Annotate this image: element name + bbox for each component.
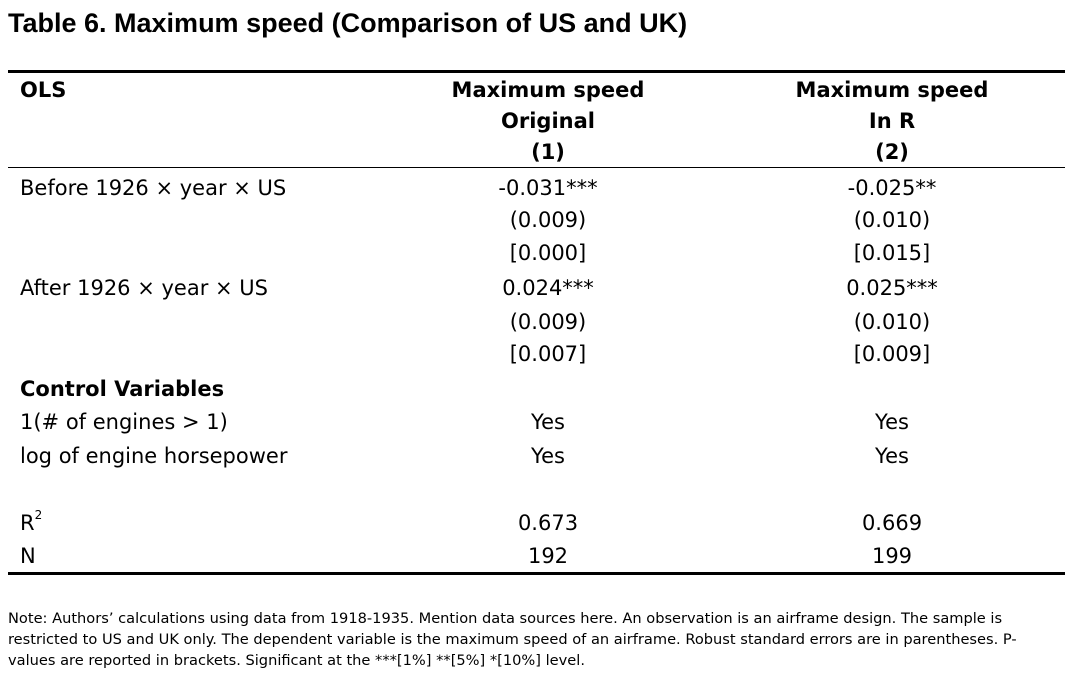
header-stub: OLS	[20, 78, 67, 102]
r2-value-col1: 0.673	[517, 511, 579, 535]
n-value-col1: 192	[527, 544, 569, 568]
control-value-col1: Yes	[531, 444, 565, 468]
col1-header-line3: (1)	[531, 140, 565, 164]
r2-label: R2	[20, 507, 42, 539]
top-rule	[8, 70, 1065, 73]
row-value-col2: 0.025***	[846, 276, 938, 300]
n-value-col2: 199	[871, 544, 913, 568]
controls-heading: Control Variables	[20, 377, 225, 401]
row-label: After 1926 × year × US	[20, 276, 268, 300]
col2-header-line1: Maximum speed	[795, 78, 989, 102]
row-label: Before 1926 × year × US	[20, 176, 287, 200]
row-se-col2: (0.010)	[853, 310, 931, 334]
row-pvalue-col2: [0.009]	[853, 342, 931, 366]
r2-label-text: R	[20, 511, 35, 535]
r2-value-col2: 0.669	[861, 511, 923, 535]
table-note: Note: Authors’ calculations using data f…	[8, 610, 1017, 669]
control-value-col1: Yes	[531, 410, 565, 434]
row-se-col1: (0.009)	[509, 208, 587, 232]
row-value-col2: -0.025**	[847, 176, 937, 200]
row-pvalue-col1: [0.000]	[509, 241, 587, 265]
control-label: 1(# of engines > 1)	[20, 410, 228, 434]
col2-header-line2: In R	[868, 109, 916, 133]
row-value-col1: 0.024***	[502, 276, 594, 300]
control-value-col2: Yes	[875, 410, 909, 434]
row-se-col1: (0.009)	[509, 310, 587, 334]
control-label: log of engine horsepower	[20, 444, 288, 468]
r2-superscript: 2	[34, 508, 43, 522]
control-value-col2: Yes	[875, 444, 909, 468]
row-value-col1: -0.031***	[498, 176, 598, 200]
row-se-col2: (0.010)	[853, 208, 931, 232]
table-title: Table 6. Maximum speed (Comparison of US…	[8, 8, 688, 38]
header-rule	[8, 167, 1065, 168]
n-label: N	[20, 544, 36, 568]
row-pvalue-col2: [0.015]	[853, 241, 931, 265]
bottom-rule	[8, 572, 1065, 575]
row-pvalue-col1: [0.007]	[509, 342, 587, 366]
col2-header-line3: (2)	[875, 140, 909, 164]
col1-header-line2: Original	[501, 109, 595, 133]
col1-header-line1: Maximum speed	[451, 78, 645, 102]
